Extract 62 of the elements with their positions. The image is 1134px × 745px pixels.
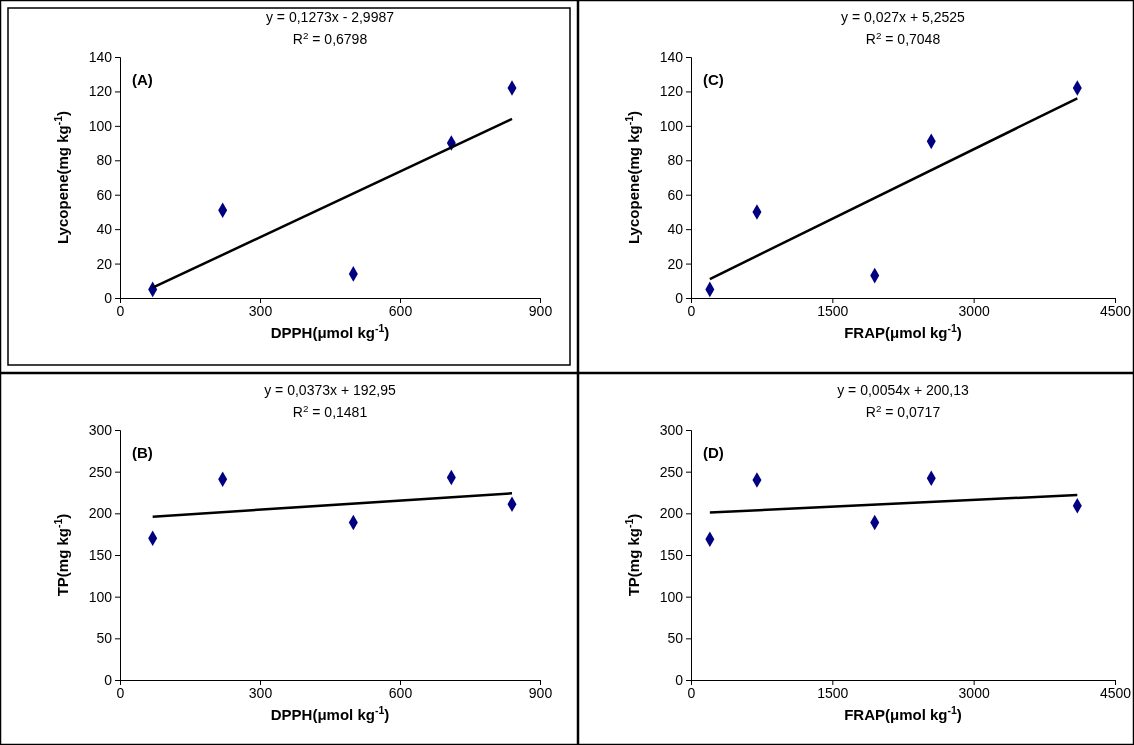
x-tick-label: 600: [388, 302, 413, 319]
x-tick-label: 900: [528, 684, 553, 701]
y-tick-label: 150: [88, 546, 113, 563]
text: y = 0,0054x + 200,13: [837, 382, 969, 398]
y-tick-label: 60: [667, 186, 684, 203]
y-tick-label: 140: [659, 48, 684, 65]
y-tick-label: 100: [88, 588, 113, 605]
y-tick-label: 200: [88, 505, 113, 522]
y-tick-label: 20: [667, 255, 684, 272]
y-tick-label: 60: [96, 186, 113, 203]
x-tick-label: 600: [388, 684, 413, 701]
y-tick-label: 120: [88, 83, 113, 100]
x-tick-label: 4500: [1099, 302, 1132, 319]
y-tick-label: 40: [667, 221, 684, 238]
x-tick-label: 900: [528, 302, 553, 319]
y-tick-label: 250: [659, 463, 684, 480]
x-axis-title: FRAP(μmol kg$^{-1}$): [844, 704, 962, 723]
x-axis-title: FRAP(μmol kg$^{-1}$): [844, 322, 962, 341]
text: y = 0,1273x - 2,9987: [265, 9, 395, 25]
y-tick-label: 250: [88, 463, 113, 480]
y-tick-label: 200: [659, 505, 684, 522]
y-tick-label: 80: [96, 152, 113, 169]
x-tick-label: 4500: [1099, 684, 1132, 701]
y-tick-label: 100: [659, 588, 684, 605]
y-tick-label: 150: [659, 546, 684, 563]
x-tick-label: 300: [248, 684, 273, 701]
x-axis-title: DPPH(μmol kg$^{-1}$): [270, 704, 390, 723]
x-axis-title: DPPH(μmol kg$^{-1}$): [270, 322, 390, 341]
y-tick-label: 300: [88, 421, 113, 438]
annotation: (A): [132, 71, 153, 88]
annotation: (C): [703, 71, 724, 88]
y-tick-label: 300: [659, 421, 684, 438]
y-tick-label: 50: [667, 630, 684, 647]
y-tick-label: 80: [667, 152, 684, 169]
annotation: (D): [703, 444, 724, 461]
text: R$^{2}$ = 0,6798: [292, 29, 368, 47]
y-tick-label: 100: [659, 117, 684, 134]
y-tick-label: 40: [96, 221, 113, 238]
y-tick-label: 0: [104, 671, 113, 688]
x-tick-label: 1500: [817, 302, 849, 319]
text: R$^{2}$ = 0,7048: [865, 29, 941, 47]
x-tick-label: 1500: [817, 684, 849, 701]
annotation: (B): [132, 444, 153, 461]
x-tick-label: 300: [248, 302, 273, 319]
y-tick-label: 120: [659, 83, 684, 100]
text: R$^{2}$ = 0,0717: [865, 402, 941, 420]
x-tick-label: 3000: [958, 302, 990, 319]
text: y = 0,0373x + 192,95: [264, 382, 396, 398]
y-tick-label: 0: [104, 289, 113, 306]
text: R$^{2}$ = 0,1481: [292, 402, 368, 420]
x-tick-label: 0: [116, 302, 125, 319]
y-tick-label: 50: [96, 630, 113, 647]
x-tick-label: 0: [116, 684, 125, 701]
y-tick-label: 140: [88, 48, 113, 65]
x-tick-label: 3000: [958, 684, 990, 701]
y-tick-label: 100: [88, 117, 113, 134]
x-tick-label: 0: [687, 684, 696, 701]
y-tick-label: 20: [96, 255, 113, 272]
text: y = 0,027x + 5,2525: [841, 9, 966, 25]
x-tick-label: 0: [687, 302, 696, 319]
y-tick-label: 0: [675, 289, 684, 306]
y-tick-label: 0: [675, 671, 684, 688]
